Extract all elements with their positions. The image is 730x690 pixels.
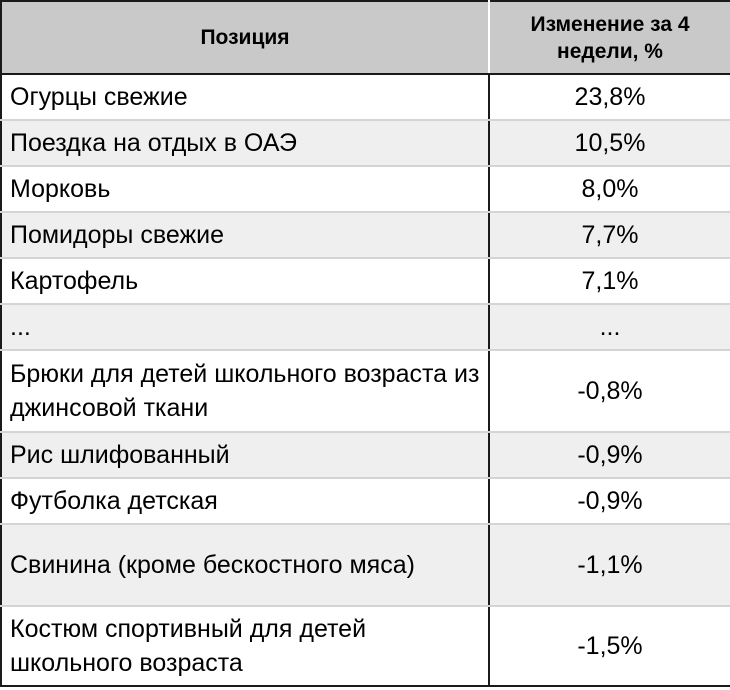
- table-header: Позиция Изменение за 4 недели, %: [0, 0, 730, 75]
- position-cell: Поездка на отдых в ОАЭ: [0, 119, 490, 167]
- header-row: Позиция Изменение за 4 недели, %: [0, 0, 730, 75]
- table-row: Костюм спортивный для детей школьного во…: [0, 605, 730, 687]
- change-cell: -0,8%: [488, 349, 730, 433]
- table-row: Поездка на отдых в ОАЭ 10,5%: [0, 119, 730, 167]
- change-cell: -1,5%: [488, 605, 730, 687]
- position-cell: Морковь: [0, 165, 490, 213]
- position-cell: Футболка детская: [0, 477, 490, 525]
- table-row: Брюки для детей школьного возраста из дж…: [0, 349, 730, 433]
- table-row: Помидоры свежие 7,7%: [0, 211, 730, 259]
- position-cell: Рис шлифованный: [0, 431, 490, 479]
- table-row: Футболка детская -0,9%: [0, 477, 730, 525]
- change-cell: ...: [488, 303, 730, 351]
- table-row: Морковь 8,0%: [0, 165, 730, 213]
- table-body: Огурцы свежие 23,8% Поездка на отдых в О…: [0, 73, 730, 687]
- table-row: Картофель 7,1%: [0, 257, 730, 305]
- change-cell: 23,8%: [488, 73, 730, 121]
- position-cell: Помидоры свежие: [0, 211, 490, 259]
- change-cell: 10,5%: [488, 119, 730, 167]
- column-header-position: Позиция: [0, 0, 490, 75]
- table-row: Огурцы свежие 23,8%: [0, 73, 730, 121]
- position-cell: Брюки для детей школьного возраста из дж…: [0, 349, 490, 433]
- change-cell: 7,7%: [488, 211, 730, 259]
- position-cell: Картофель: [0, 257, 490, 305]
- change-cell: -1,1%: [488, 523, 730, 607]
- table-row-ellipsis: ... ...: [0, 303, 730, 351]
- change-cell: -0,9%: [488, 477, 730, 525]
- change-cell: 8,0%: [488, 165, 730, 213]
- position-cell: Свинина (кроме бескостного мяса): [0, 523, 490, 607]
- change-cell: 7,1%: [488, 257, 730, 305]
- position-cell: ...: [0, 303, 490, 351]
- change-cell: -0,9%: [488, 431, 730, 479]
- position-cell: Огурцы свежие: [0, 73, 490, 121]
- table-row: Свинина (кроме бескостного мяса) -1,1%: [0, 523, 730, 607]
- position-cell: Костюм спортивный для детей школьного во…: [0, 605, 490, 687]
- column-header-change: Изменение за 4 недели, %: [488, 0, 730, 75]
- table-row: Рис шлифованный -0,9%: [0, 431, 730, 479]
